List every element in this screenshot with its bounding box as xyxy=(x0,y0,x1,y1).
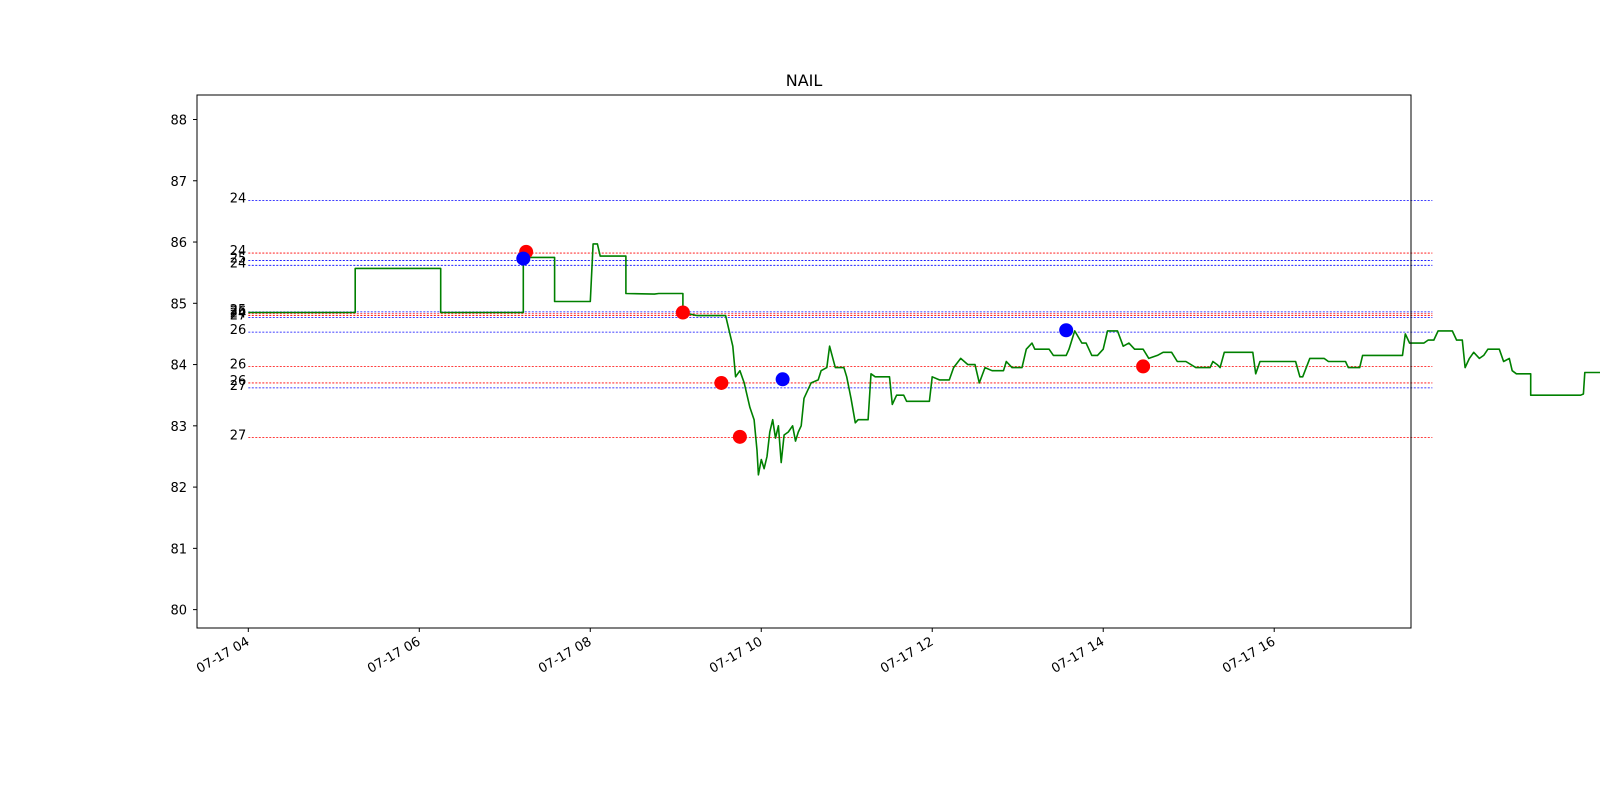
y-tick-label: 81 xyxy=(170,542,187,557)
level-label: 24 xyxy=(230,191,247,206)
level-label: 27 xyxy=(230,308,247,323)
y-tick-label: 88 xyxy=(170,114,187,129)
y-tick-label: 85 xyxy=(170,297,187,312)
level-label: 25 xyxy=(230,303,247,318)
y-axis: 80 81 82 83 84 85 86 87 88 xyxy=(170,114,197,619)
trade-markers xyxy=(516,244,1151,444)
y-tick-label: 84 xyxy=(170,359,187,374)
level-label: 24 xyxy=(230,307,247,322)
buy-marker xyxy=(675,305,690,320)
x-tick-label: 07-17 04 xyxy=(194,634,252,676)
level-label: 27 xyxy=(230,428,247,443)
x-axis: 07-17 04 07-17 06 07-17 08 07-17 10 07-17 12… xyxy=(194,628,1278,677)
buy-marker xyxy=(732,429,747,444)
level-label: 27 xyxy=(230,379,247,394)
level-label: 26 xyxy=(230,305,247,320)
chart-title: NAIL xyxy=(786,71,823,90)
buy-marker xyxy=(1136,359,1151,374)
sell-marker xyxy=(1059,323,1074,338)
x-tick-label: 07-17 16 xyxy=(1220,634,1278,676)
x-tick-label: 07-17 06 xyxy=(365,634,423,676)
price-line-0 xyxy=(248,243,1600,476)
level-label: 26 xyxy=(230,374,247,389)
level-label: 24 xyxy=(230,244,247,259)
x-tick-label: 07-17 08 xyxy=(536,634,594,676)
y-tick-label: 86 xyxy=(170,236,187,251)
y-tick-label: 87 xyxy=(170,175,187,190)
plot-frame xyxy=(196,94,1412,629)
buy-marker xyxy=(714,375,729,390)
y-tick-label: 82 xyxy=(170,481,187,496)
level-label: 24 xyxy=(230,256,247,271)
x-tick-label: 07-17 10 xyxy=(707,634,765,676)
y-tick-label: 80 xyxy=(170,604,187,619)
level-label: 25 xyxy=(230,251,247,266)
level-label: 26 xyxy=(230,357,247,372)
x-tick-label: 07-17 14 xyxy=(1049,634,1107,676)
level-label: 26 xyxy=(230,323,247,338)
price-series xyxy=(248,243,1600,476)
sell-marker xyxy=(516,251,531,266)
y-tick-label: 83 xyxy=(170,420,187,435)
sell-marker xyxy=(775,372,790,387)
x-tick-label: 07-17 12 xyxy=(878,634,936,676)
